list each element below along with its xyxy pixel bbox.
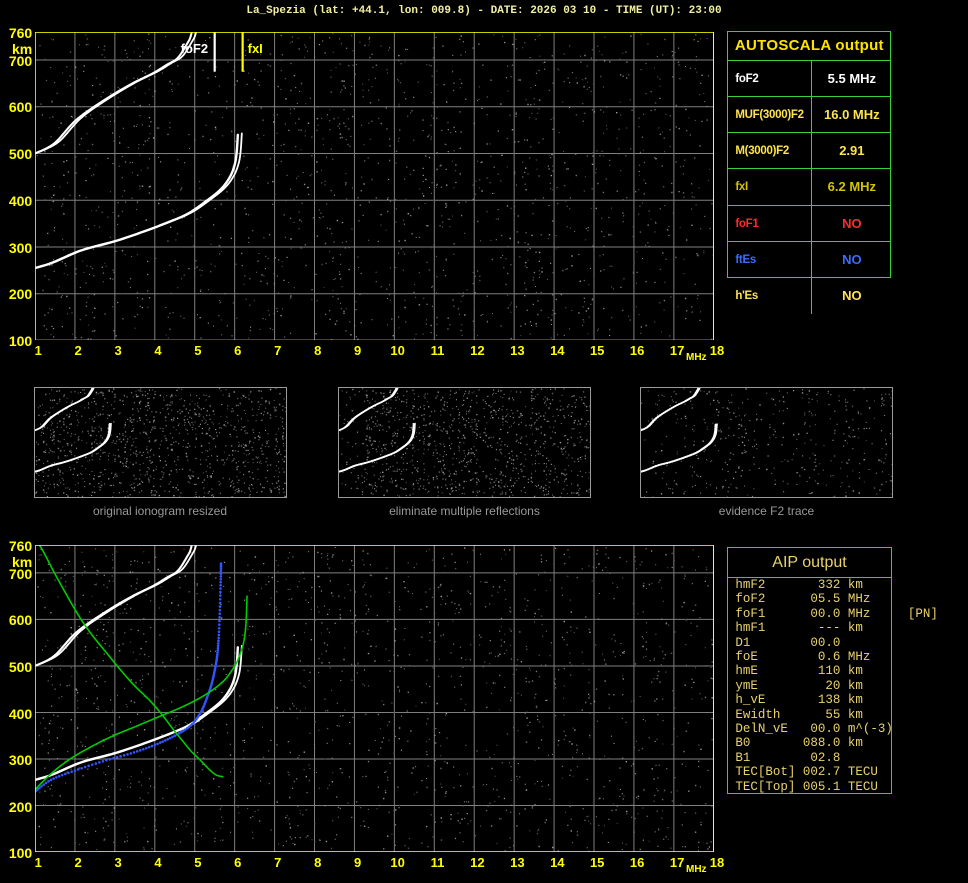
- svg-text:fxI: fxI: [248, 41, 263, 56]
- svg-text:foF2: foF2: [181, 41, 208, 56]
